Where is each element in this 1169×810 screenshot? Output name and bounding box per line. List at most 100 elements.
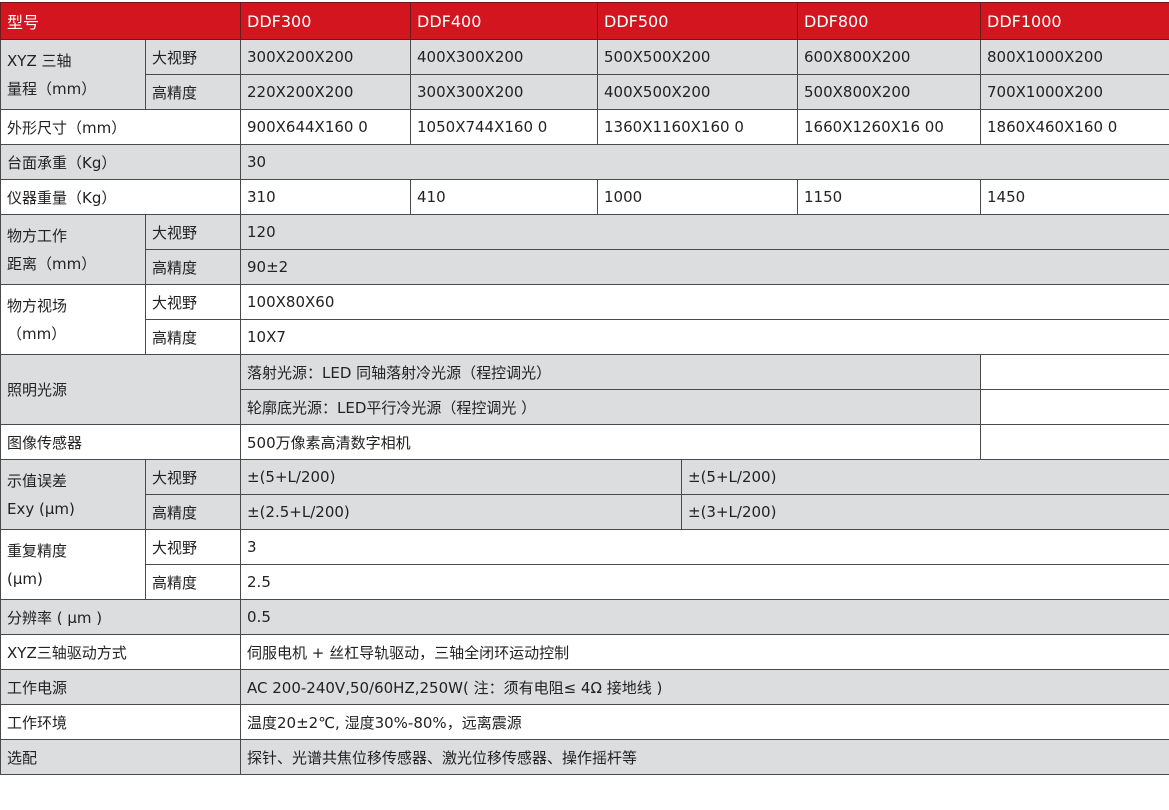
label-line1: 物方工作 xyxy=(7,227,67,245)
cell: 轮廓底光源：LED平行冷光源（程控调光 ） xyxy=(241,390,981,425)
row-label: 台面承重（Kg） xyxy=(1,145,241,180)
cell: 1150 xyxy=(798,180,981,215)
table-row: 高精度 2.5 xyxy=(1,565,1169,600)
cell: 500万像素高清数字相机 xyxy=(241,425,981,460)
label-line2: (μm) xyxy=(7,570,43,588)
cell: 0.5 xyxy=(241,600,1169,635)
sub-label: 大视野 xyxy=(146,215,241,250)
sub-label: 大视野 xyxy=(146,460,241,495)
row-label: 外形尺寸（mm） xyxy=(1,110,241,145)
spec-table: 型号 DDF300 DDF400 DDF500 DDF800 DDF1000 X… xyxy=(0,2,1169,775)
cell: 400X500X200 xyxy=(598,75,798,110)
cell: AC 200-240V,50/60HZ,250W( 注：须有电阻≤ 4Ω 接地线… xyxy=(241,670,1169,705)
row-label: XYZ三轴驱动方式 xyxy=(1,635,241,670)
cell: 1000 xyxy=(598,180,798,215)
sub-label: 大视野 xyxy=(146,40,241,75)
cell: 落射光源：LED 同轴落射冷光源（程控调光） xyxy=(241,355,981,390)
table-row: 高精度 ±(2.5+L/200)±(3+L/200) xyxy=(1,495,1169,530)
model-ddf400: DDF400 xyxy=(411,3,598,40)
cell: 500X500X200 xyxy=(598,40,798,75)
empty-cell xyxy=(981,355,1169,390)
sub-label: 高精度 xyxy=(146,495,241,530)
empty-cell xyxy=(981,390,1169,425)
cell: 600X800X200 xyxy=(798,40,981,75)
sub-label: 高精度 xyxy=(146,565,241,600)
error-value-b: ±(3+L/200) xyxy=(682,495,776,529)
cell: 100X80X60 xyxy=(241,285,1169,320)
cell: 310 xyxy=(241,180,411,215)
cell: 1860X460X160 0 xyxy=(981,110,1169,145)
sub-label: 高精度 xyxy=(146,75,241,110)
label-line1: 重复精度 xyxy=(7,542,67,560)
table-row: 示值误差 Exy (μm) 大视野 ±(5+L/200)±(5+L/200) xyxy=(1,460,1169,495)
cell: 410 xyxy=(411,180,598,215)
cell: 400X300X200 xyxy=(411,40,598,75)
range-label-line1: XYZ 三轴 xyxy=(7,52,71,70)
cell: ±(5+L/200)±(5+L/200) xyxy=(241,460,1169,495)
table-row: 选配 探针、光谱共焦位移传感器、激光位移传感器、操作摇杆等 xyxy=(1,740,1169,775)
table-row: 外形尺寸（mm） 900X644X160 0 1050X744X160 0 13… xyxy=(1,110,1169,145)
cell: 500X800X200 xyxy=(798,75,981,110)
header-row: 型号 DDF300 DDF400 DDF500 DDF800 DDF1000 xyxy=(1,3,1169,40)
cell: 2.5 xyxy=(241,565,1169,600)
error-value-b: ±(5+L/200) xyxy=(682,460,776,494)
table-row: 工作电源 AC 200-240V,50/60HZ,250W( 注：须有电阻≤ 4… xyxy=(1,670,1169,705)
range-label-line2: 量程（mm） xyxy=(7,80,96,98)
label-line1: 示值误差 xyxy=(7,472,67,490)
cell: 1360X1160X160 0 xyxy=(598,110,798,145)
row-label: 图像传感器 xyxy=(1,425,241,460)
table-row: XYZ三轴驱动方式 伺服电机 + 丝杠导轨驱动，三轴全闭环运动控制 xyxy=(1,635,1169,670)
row-label: 重复精度 (μm) xyxy=(1,530,146,600)
cell: 伺服电机 + 丝杠导轨驱动，三轴全闭环运动控制 xyxy=(241,635,1169,670)
model-ddf300: DDF300 xyxy=(241,3,411,40)
row-label: 工作环境 xyxy=(1,705,241,740)
table-row: XYZ 三轴量程（mm） 大视野 300X200X200 400X300X200… xyxy=(1,40,1169,75)
cell: ±(2.5+L/200)±(3+L/200) xyxy=(241,495,1169,530)
label-line2: Exy (μm) xyxy=(7,500,75,518)
model-ddf500: DDF500 xyxy=(598,3,798,40)
cell: 10X7 xyxy=(241,320,1169,355)
table-row: 分辨率 ( μm ) 0.5 xyxy=(1,600,1169,635)
range-label: XYZ 三轴量程（mm） xyxy=(1,40,146,110)
cell: 1450 xyxy=(981,180,1169,215)
cell: 探针、光谱共焦位移传感器、激光位移传感器、操作摇杆等 xyxy=(241,740,1169,775)
sub-label: 大视野 xyxy=(146,530,241,565)
sub-label: 高精度 xyxy=(146,320,241,355)
label-line2: （mm） xyxy=(7,325,66,343)
error-value-a: ±(2.5+L/200) xyxy=(241,495,682,529)
row-label: 选配 xyxy=(1,740,241,775)
cell: 900X644X160 0 xyxy=(241,110,411,145)
cell: 3 xyxy=(241,530,1169,565)
empty-cell xyxy=(981,425,1169,460)
table-row: 物方视场（mm） 大视野 100X80X60 xyxy=(1,285,1169,320)
label-line2: 距离（mm） xyxy=(7,255,96,273)
sub-label: 大视野 xyxy=(146,285,241,320)
table-row: 高精度 220X200X200 300X300X200 400X500X200 … xyxy=(1,75,1169,110)
sub-label: 高精度 xyxy=(146,250,241,285)
label-line1: 物方视场 xyxy=(7,297,67,315)
table-row: 照明光源 落射光源：LED 同轴落射冷光源（程控调光） xyxy=(1,355,1169,390)
row-label: 物方视场 （mm） xyxy=(1,285,146,355)
cell: 700X1000X200 xyxy=(981,75,1169,110)
row-label: 分辨率 ( μm ) xyxy=(1,600,241,635)
table-row: 重复精度 (μm) 大视野 3 xyxy=(1,530,1169,565)
table-row: 高精度 10X7 xyxy=(1,320,1169,355)
model-ddf800: DDF800 xyxy=(798,3,981,40)
row-label: 示值误差 Exy (μm) xyxy=(1,460,146,530)
table-row: 物方工作距离（mm） 大视野 120 xyxy=(1,215,1169,250)
error-value-a: ±(5+L/200) xyxy=(241,460,682,494)
cell: 120 xyxy=(241,215,1169,250)
cell: 1660X1260X16 00 xyxy=(798,110,981,145)
table-row: 工作环境 温度20±2℃, 湿度30%-80%，远离震源 xyxy=(1,705,1169,740)
cell: 30 xyxy=(241,145,1169,180)
row-label: 物方工作距离（mm） xyxy=(1,215,146,285)
cell: 90±2 xyxy=(241,250,1169,285)
header-label: 型号 xyxy=(1,3,241,40)
table-row: 高精度 90±2 xyxy=(1,250,1169,285)
table-row: 图像传感器 500万像素高清数字相机 xyxy=(1,425,1169,460)
cell: 温度20±2℃, 湿度30%-80%，远离震源 xyxy=(241,705,1169,740)
cell: 220X200X200 xyxy=(241,75,411,110)
cell: 1050X744X160 0 xyxy=(411,110,598,145)
cell: 800X1000X200 xyxy=(981,40,1169,75)
cell: 300X300X200 xyxy=(411,75,598,110)
